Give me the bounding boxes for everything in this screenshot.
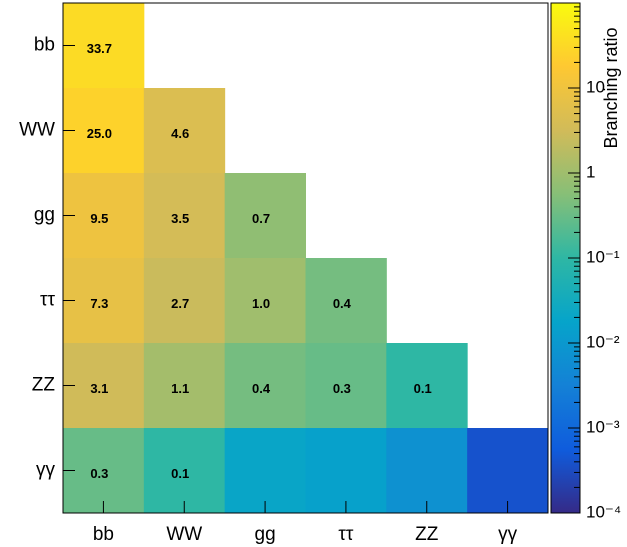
heatmap-cell xyxy=(143,428,226,514)
cell-value-label: 9.5 xyxy=(90,211,108,226)
x-tick-label: WW xyxy=(166,524,202,545)
heatmap-cell xyxy=(305,258,387,344)
cell-value-label: 0.1 xyxy=(414,381,432,396)
heatmap-cell xyxy=(386,343,468,429)
heatmap-cell xyxy=(63,428,145,514)
cell-value-label: 1.1 xyxy=(171,381,189,396)
x-tick-label: γγ xyxy=(498,524,518,545)
y-axis-ticks: bb WW gg ττ ZZ γγ xyxy=(19,35,75,481)
heatmap-cell xyxy=(143,88,226,174)
cell-value-label: 4.6 xyxy=(171,126,189,141)
cell-value-label: 0.3 xyxy=(90,466,108,481)
colorbar-tick-label: 10⁻³ xyxy=(586,417,620,436)
colorbar-tick-label: 10 xyxy=(586,77,605,96)
heatmap-cell xyxy=(143,173,226,259)
heatmap-cell xyxy=(224,173,306,259)
heatmap-cell xyxy=(386,428,468,514)
colorbar-tick-label: 10⁻² xyxy=(586,332,620,351)
colorbar-ticks: 10⁻⁴ 10⁻³ 10⁻² 10⁻¹ 1 10 xyxy=(568,6,621,521)
heatmap-cell xyxy=(63,88,145,174)
colorbar-tick-label: 10⁻⁴ xyxy=(586,502,621,521)
heatmap-cell xyxy=(224,258,306,344)
cell-value-label: 0.4 xyxy=(252,381,271,396)
heatmap-cell xyxy=(224,428,306,514)
cell-value-label: 25.0 xyxy=(87,126,112,141)
heatmap-cell xyxy=(63,343,145,429)
x-axis-ticks: bb WW gg ττ ZZ γγ xyxy=(93,501,518,545)
heatmap-cell xyxy=(63,3,145,89)
heatmap-cell xyxy=(63,173,145,259)
cell-value-label: 1.0 xyxy=(252,296,270,311)
cell-value-label: 0.1 xyxy=(171,466,189,481)
y-tick-label: ZZ xyxy=(32,375,56,396)
heatmap-cell xyxy=(305,428,387,514)
colorbar-title: Branching ratio xyxy=(601,27,621,148)
heatmap-cells: 33.7 25.0 4.6 9.5 3.5 0.7 7.3 2.7 1.0 0.4 3.1 1.1 0.… xyxy=(63,3,549,514)
cell-value-label: 3.5 xyxy=(171,211,189,226)
y-tick-label: ττ xyxy=(40,290,56,311)
colorbar-tick-label: 1 xyxy=(586,162,595,181)
heatmap-cell xyxy=(63,258,145,344)
colorbar-tick-label: 10⁻¹ xyxy=(586,247,620,266)
heatmap-cell xyxy=(143,343,226,429)
colorbar: 10⁻⁴ 10⁻³ 10⁻² 10⁻¹ 1 10 Branching ratio xyxy=(550,2,621,521)
heatmap-cell xyxy=(305,343,387,429)
x-tick-label: gg xyxy=(255,524,276,545)
cell-value-label: 0.3 xyxy=(333,381,351,396)
cell-value-label: 2.7 xyxy=(171,296,189,311)
x-tick-label: ZZ xyxy=(415,524,439,545)
heatmap-cell xyxy=(467,428,549,514)
y-tick-label: γγ xyxy=(36,460,56,481)
heatmap-cell xyxy=(224,343,306,429)
heatmap-cell xyxy=(143,258,226,344)
y-tick-label: bb xyxy=(34,35,55,56)
cell-value-label: 0.7 xyxy=(252,211,270,226)
x-tick-label: ττ xyxy=(338,524,354,545)
cell-value-label: 7.3 xyxy=(90,296,108,311)
cell-value-label: 33.7 xyxy=(87,41,112,56)
x-tick-label: bb xyxy=(93,524,114,545)
y-tick-label: gg xyxy=(34,205,55,226)
y-tick-label: WW xyxy=(19,120,55,141)
plot-frame xyxy=(62,2,549,514)
cell-value-label: 3.1 xyxy=(90,381,108,396)
cell-value-label: 0.4 xyxy=(333,296,352,311)
